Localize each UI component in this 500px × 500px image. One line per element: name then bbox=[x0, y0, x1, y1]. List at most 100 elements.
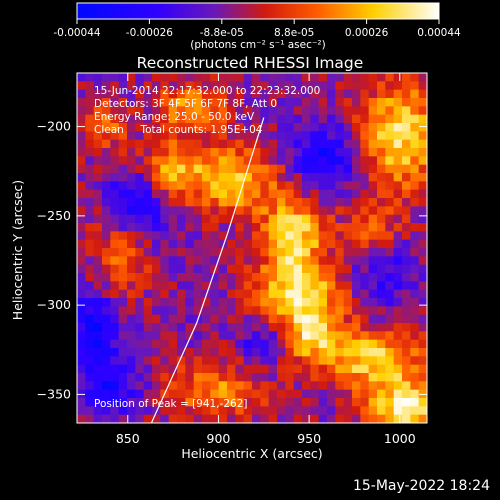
heatmap-cell bbox=[293, 89, 303, 99]
heatmap-cell bbox=[227, 406, 236, 416]
heatmap-cell bbox=[243, 398, 253, 407]
heatmap-cell bbox=[185, 314, 195, 324]
heatmap-cell bbox=[327, 181, 336, 191]
heatmap-cell bbox=[202, 264, 211, 274]
heatmap-cell bbox=[77, 331, 86, 341]
heatmap-cell bbox=[202, 273, 211, 282]
heatmap-cell bbox=[152, 264, 161, 274]
heatmap-cell bbox=[177, 214, 186, 224]
heatmap-cell bbox=[193, 139, 203, 149]
heatmap-cell bbox=[160, 414, 170, 423]
heatmap-cell bbox=[110, 123, 120, 132]
heatmap-cell bbox=[377, 348, 386, 357]
heatmap-cell bbox=[177, 323, 186, 332]
heatmap-cell bbox=[343, 289, 353, 299]
heatmap-cell bbox=[93, 406, 103, 416]
heatmap-cell bbox=[343, 264, 353, 274]
heatmap-cell bbox=[177, 198, 186, 207]
heatmap-cell bbox=[310, 331, 320, 341]
heatmap-cell bbox=[410, 373, 420, 382]
heatmap-cell bbox=[77, 156, 86, 166]
heatmap-cell bbox=[343, 139, 353, 149]
heatmap-cell bbox=[327, 156, 336, 166]
heatmap-cell bbox=[385, 148, 395, 157]
heatmap-cell bbox=[152, 298, 161, 307]
heatmap-cell bbox=[310, 148, 320, 157]
heatmap-cell bbox=[235, 156, 245, 166]
heatmap-cell bbox=[377, 298, 386, 307]
plot-area: 15-Jun-2014 22:17:32.000 to 22:23:32.000… bbox=[76, 72, 428, 424]
heatmap-cell bbox=[393, 156, 403, 166]
heatmap-cell bbox=[268, 298, 278, 307]
heatmap-cell bbox=[118, 131, 128, 141]
heatmap-cell bbox=[293, 306, 303, 316]
heatmap-cell bbox=[343, 298, 353, 307]
heatmap-cell bbox=[202, 223, 211, 232]
x-tick-label: 950 bbox=[297, 431, 321, 446]
heatmap-cell bbox=[310, 156, 320, 166]
heatmap-cell bbox=[218, 214, 228, 224]
heatmap-cell bbox=[260, 314, 270, 324]
heatmap-cell bbox=[110, 173, 120, 182]
heatmap-cell bbox=[285, 114, 295, 124]
heatmap-cell bbox=[77, 398, 86, 407]
heatmap-cell bbox=[293, 189, 303, 199]
heatmap-cell bbox=[385, 206, 395, 216]
heatmap-cell bbox=[118, 356, 128, 366]
heatmap-cell bbox=[335, 206, 345, 216]
heatmap-cell bbox=[352, 214, 361, 224]
heatmap-cell bbox=[168, 81, 178, 91]
heatmap-cell bbox=[410, 214, 420, 224]
heatmap-cell bbox=[377, 389, 386, 399]
heatmap-cell bbox=[118, 148, 128, 157]
heatmap-cell bbox=[243, 356, 253, 366]
heatmap-cell bbox=[268, 398, 278, 407]
heatmap-cell bbox=[310, 406, 320, 416]
heatmap-cell bbox=[118, 181, 128, 191]
heatmap-cell bbox=[177, 414, 186, 423]
y-tick-label: −300 bbox=[37, 297, 71, 312]
heatmap-cell bbox=[335, 81, 345, 91]
heatmap-cell bbox=[393, 414, 403, 423]
heatmap-cell bbox=[385, 281, 395, 291]
heatmap-cell bbox=[293, 289, 303, 299]
heatmap-cell bbox=[343, 123, 353, 132]
heatmap-cell bbox=[177, 206, 186, 216]
heatmap-cell bbox=[168, 414, 178, 423]
heatmap-cell bbox=[135, 223, 145, 232]
heatmap-cell bbox=[235, 414, 245, 423]
heatmap-cell bbox=[402, 189, 411, 199]
heatmap-cell bbox=[118, 414, 128, 423]
heatmap-cell bbox=[360, 406, 370, 416]
heatmap-cell bbox=[235, 323, 245, 332]
heatmap-cell bbox=[318, 398, 328, 407]
heatmap-cell bbox=[260, 264, 270, 274]
heatmap-cell bbox=[360, 173, 370, 182]
heatmap-cell bbox=[352, 414, 361, 423]
heatmap-cell bbox=[318, 198, 328, 207]
heatmap-cell bbox=[243, 323, 253, 332]
heatmap-cell bbox=[193, 198, 203, 207]
heatmap-cell bbox=[293, 106, 303, 116]
heatmap-cell bbox=[218, 314, 228, 324]
heatmap-cell bbox=[102, 164, 111, 174]
footer-timestamp: 15-May-2022 18:24 bbox=[352, 478, 490, 494]
heatmap-cell bbox=[360, 414, 370, 423]
heatmap-cell bbox=[252, 98, 261, 107]
heatmap-cell bbox=[285, 239, 295, 249]
heatmap-cell bbox=[243, 181, 253, 191]
heatmap-cell bbox=[402, 356, 411, 366]
heatmap-cell bbox=[368, 73, 378, 82]
heatmap-cell bbox=[368, 198, 378, 207]
heatmap-cell bbox=[160, 73, 170, 82]
heatmap-cell bbox=[360, 389, 370, 399]
heatmap-cell bbox=[102, 389, 111, 399]
heatmap-cell bbox=[252, 306, 261, 316]
heatmap-cell bbox=[410, 198, 420, 207]
heatmap-cell bbox=[260, 123, 270, 132]
heatmap-cell bbox=[127, 148, 136, 157]
heatmap-cell bbox=[160, 339, 170, 349]
heatmap-cell bbox=[235, 231, 245, 241]
heatmap-cell bbox=[193, 156, 203, 166]
heatmap-cell bbox=[360, 148, 370, 157]
